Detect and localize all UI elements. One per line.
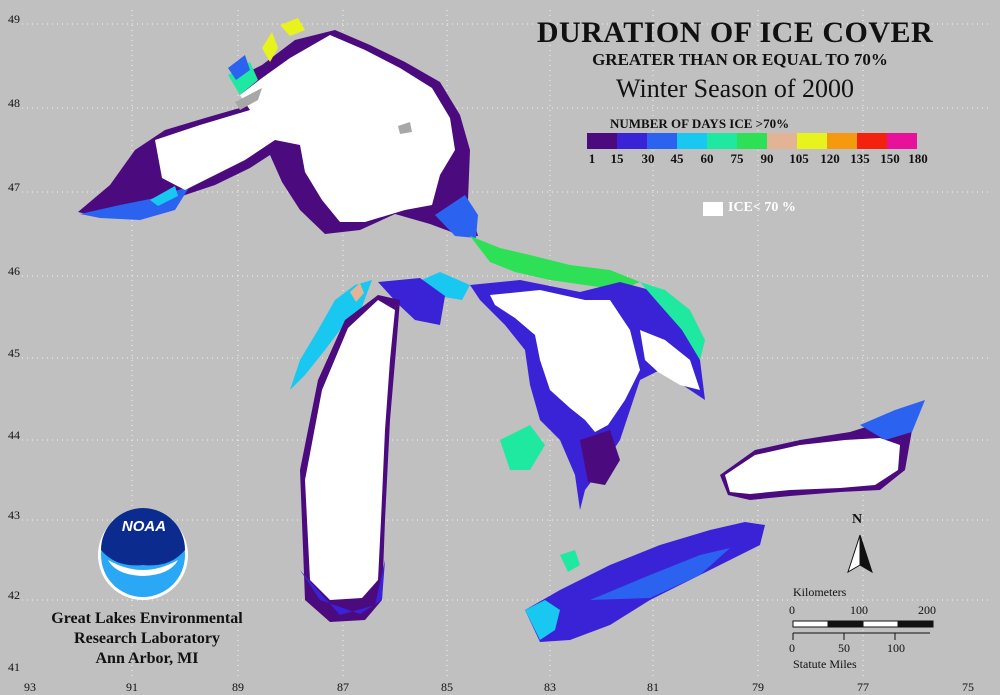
lake-erie [525, 522, 765, 642]
lon-label: 79 [752, 680, 764, 694]
legend-swatch-75-90 [737, 133, 767, 149]
legend-tick: 30 [641, 151, 655, 166]
mi-tick: 0 [789, 641, 795, 655]
mi-tick: 100 [887, 641, 905, 655]
lab-name-line1: Great Lakes Environmental [51, 610, 243, 627]
lat-label: 42 [8, 588, 20, 602]
km-tick: 200 [918, 603, 936, 617]
legend-tick: 75 [730, 151, 744, 166]
legend-swatch-90-105 [767, 133, 797, 149]
legend-swatch-60-75 [707, 133, 737, 149]
legend-swatch-30-45 [647, 133, 677, 149]
lake-st-clair [560, 550, 580, 572]
legend-tick: 135 [850, 151, 870, 166]
legend-tick: 180 [908, 151, 928, 166]
lat-label: 43 [8, 508, 20, 522]
legend-tick: 1 [588, 151, 596, 166]
lon-label: 87 [337, 680, 349, 694]
legend-tick: 105 [789, 151, 809, 166]
lat-label: 45 [8, 346, 20, 360]
legend-title: NUMBER OF DAYS ICE >70% [610, 116, 790, 131]
legend-color-bar [587, 133, 917, 149]
km-tick: 100 [850, 603, 868, 617]
legend-swatch-105-120 [797, 133, 827, 149]
legend-swatch-45-60 [677, 133, 707, 149]
lat-label: 46 [8, 264, 20, 278]
km-tick: 0 [789, 603, 795, 617]
mi-tick: 50 [838, 641, 850, 655]
legend-tick: 60 [700, 151, 714, 166]
lat-label: 47 [8, 180, 20, 194]
lake-superior [78, 18, 478, 238]
legend-tick: 15 [610, 151, 624, 166]
legend-tick: 120 [820, 151, 840, 166]
ice-key-label: ICE< 70 % [728, 200, 796, 215]
legend-tick: 45 [670, 151, 684, 166]
noaa-logo [98, 508, 188, 600]
north-label: N [852, 512, 863, 527]
ice-key-swatch [703, 202, 723, 216]
map-subtitle: GREATER THAN OR EQUAL TO 70% [592, 50, 888, 69]
noaa-logo-text: NOAA [121, 518, 167, 535]
scale-bar [792, 620, 934, 640]
lat-label: 41 [8, 660, 20, 674]
lon-label: 89 [232, 680, 244, 694]
legend-tick: 150 [880, 151, 900, 166]
lon-label: 93 [24, 680, 36, 694]
legend-swatch-1-15 [587, 133, 617, 149]
lat-label: 48 [8, 96, 20, 110]
lake-huron [470, 236, 705, 510]
lab-location: Ann Arbor, MI [95, 650, 199, 667]
lon-label: 77 [857, 680, 869, 694]
lat-label: 49 [8, 12, 20, 26]
lon-label: 85 [441, 680, 453, 694]
lab-name-line2: Research Laboratory [74, 630, 220, 647]
legend-tick: 90 [760, 151, 774, 166]
legend-swatch-120-135 [827, 133, 857, 149]
lon-label: 81 [647, 680, 659, 694]
lon-label: 75 [962, 680, 974, 694]
lake-ontario [720, 400, 925, 500]
lake-michigan [290, 272, 470, 622]
km-label: Kilometers [793, 585, 847, 599]
legend-swatch-150-180 [887, 133, 917, 149]
lon-label: 91 [126, 680, 138, 694]
map-title: DURATION OF ICE COVER [536, 16, 934, 49]
legend-ticks: 1 15 30 45 60 75 90 105 120 135 150 180 [580, 151, 950, 169]
north-arrow-icon [847, 534, 873, 574]
lat-label: 44 [8, 428, 20, 442]
legend-swatch-15-30 [617, 133, 647, 149]
legend-swatch-135-150 [857, 133, 887, 149]
lon-label: 83 [544, 680, 556, 694]
map-season: Winter Season of 2000 [616, 74, 854, 103]
mi-label: Statute Miles [793, 657, 857, 671]
